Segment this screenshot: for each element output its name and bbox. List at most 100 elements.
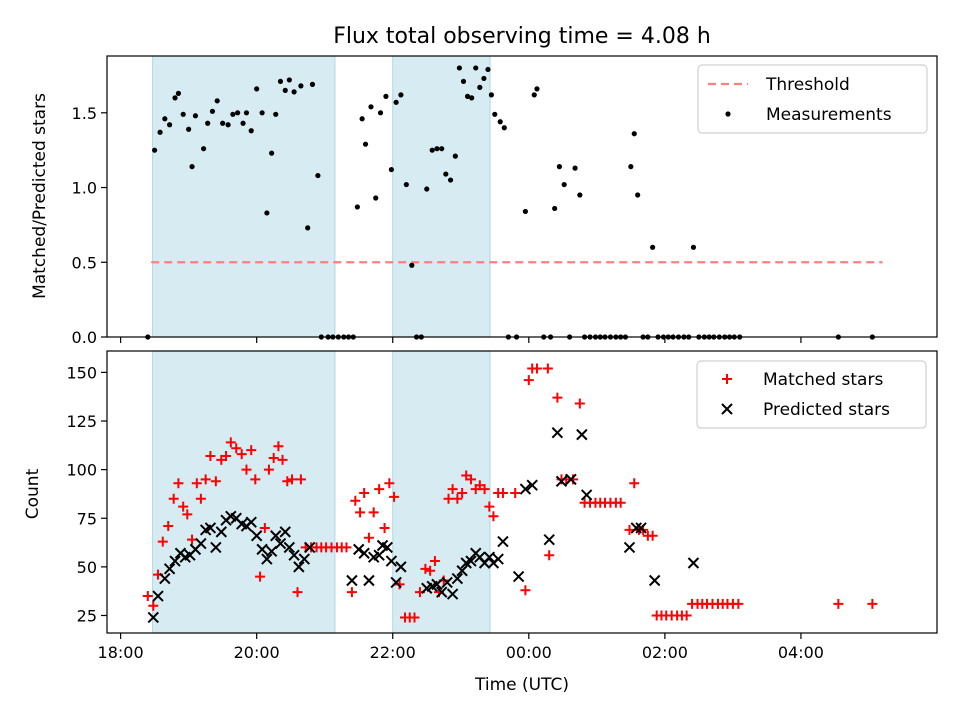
- data-point: [359, 487, 370, 498]
- data-point: [447, 177, 454, 183]
- data-point: [456, 65, 463, 71]
- data-point: [377, 110, 384, 116]
- data-point: [628, 164, 634, 170]
- data-point: [157, 536, 168, 547]
- data-point: [465, 555, 477, 567]
- data-point: [523, 375, 534, 386]
- y-tick-label: 1.0: [72, 179, 97, 198]
- data-point: [477, 84, 483, 90]
- shaded-region-1: [392, 55, 491, 338]
- data-point: [552, 392, 563, 403]
- data-point: [163, 563, 176, 575]
- data-point: [424, 186, 430, 192]
- data-point: [576, 428, 588, 441]
- data-point: [256, 543, 268, 556]
- data-point: [519, 483, 532, 495]
- data-point: [250, 474, 261, 485]
- data-point: [209, 108, 216, 114]
- x-tick-label: 22:00: [370, 643, 416, 662]
- data-point: [629, 478, 640, 489]
- data-point: [187, 534, 198, 545]
- data-point: [277, 78, 284, 85]
- data-point: [390, 576, 402, 589]
- axes-frame: [106, 55, 938, 338]
- data-point: [268, 452, 279, 463]
- data-point: [568, 474, 579, 485]
- y-tick-label: 1.5: [72, 104, 97, 123]
- x-tick-label: 18:00: [98, 643, 144, 662]
- data-point: [624, 524, 635, 535]
- data-point: [483, 551, 496, 563]
- data-point: [497, 535, 509, 548]
- data-point: [147, 611, 159, 624]
- data-point: [315, 172, 321, 179]
- data-point: [429, 147, 435, 153]
- data-point: [346, 574, 358, 587]
- y-tick-label: 150: [66, 363, 97, 382]
- data-point: [173, 478, 184, 489]
- shaded-region-0: [152, 350, 336, 634]
- data-point: [163, 521, 174, 532]
- data-point: [452, 493, 463, 504]
- bottom-y-axis-label: Count: [23, 468, 43, 519]
- data-point: [446, 588, 459, 600]
- data-point: [248, 128, 254, 134]
- data-point: [263, 464, 274, 475]
- data-point: [346, 587, 357, 598]
- data-point: [488, 511, 499, 522]
- data-point: [552, 205, 558, 212]
- data-point: [388, 166, 394, 173]
- data-point: [254, 86, 260, 92]
- data-point: [350, 495, 361, 506]
- data-point: [425, 565, 436, 576]
- data-point: [235, 110, 241, 116]
- data-point: [363, 574, 375, 587]
- data-point: [572, 165, 578, 171]
- y-tick-label: 25: [77, 606, 97, 625]
- data-point: [368, 104, 374, 110]
- data-point: [214, 98, 220, 104]
- data-point: [283, 541, 296, 554]
- data-point: [473, 65, 479, 71]
- data-point: [501, 125, 507, 131]
- series-matched-stars: [142, 363, 878, 623]
- data-point: [403, 181, 409, 188]
- data-point: [292, 587, 303, 598]
- x-tick-label: 04:00: [778, 643, 824, 662]
- x-axis-label: Time (UTC): [474, 675, 569, 695]
- data-point: [398, 92, 404, 98]
- x-tick-label: 20:00: [234, 643, 280, 662]
- data-point: [497, 119, 503, 125]
- data-point: [457, 487, 468, 498]
- data-point: [192, 113, 199, 119]
- data-point: [282, 87, 288, 93]
- data-point: [451, 572, 464, 585]
- data-point: [358, 547, 370, 559]
- data-point: [273, 441, 284, 452]
- bottom-legend: Matched stars Predicted stars: [696, 360, 927, 429]
- data-point: [279, 526, 291, 538]
- y-tick-label: 125: [66, 412, 97, 431]
- y-tick-label: 0.0: [72, 328, 97, 347]
- data-point: [221, 451, 232, 462]
- data-point: [205, 451, 216, 462]
- data-point: [867, 598, 878, 609]
- data-point: [441, 576, 453, 589]
- data-point: [259, 110, 265, 116]
- data-point: [304, 541, 316, 554]
- data-point: [152, 147, 158, 153]
- data-point: [287, 474, 298, 485]
- data-point: [142, 591, 153, 602]
- data-point: [479, 484, 490, 495]
- plus-marker-icon: [722, 374, 732, 384]
- data-point: [447, 484, 458, 495]
- data-point: [195, 493, 206, 504]
- data-point: [561, 181, 567, 188]
- data-point: [259, 522, 270, 533]
- data-point: [393, 99, 399, 105]
- data-point: [273, 111, 279, 117]
- data-point: [191, 478, 202, 489]
- data-point: [291, 89, 297, 95]
- data-point: [288, 549, 300, 561]
- data-point: [298, 83, 304, 89]
